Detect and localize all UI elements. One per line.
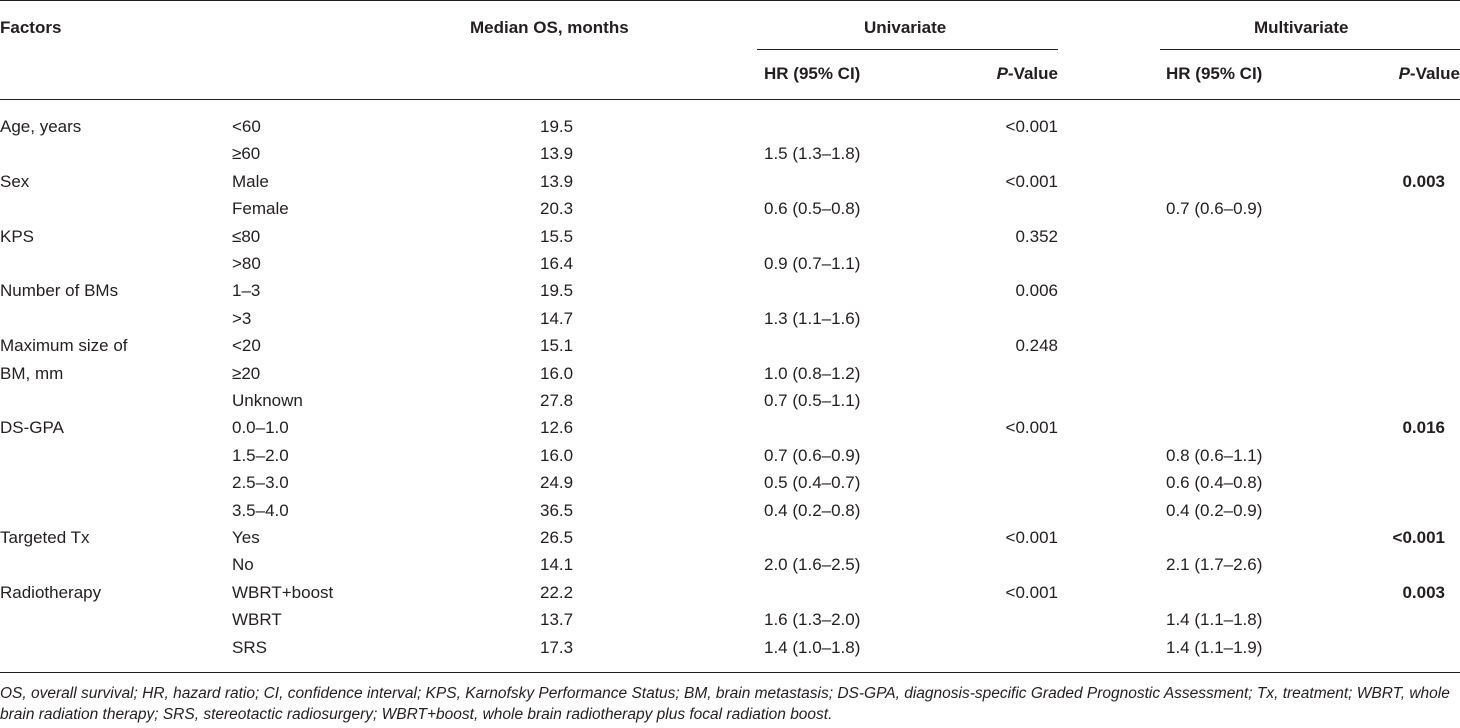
univariate-p-cell: <0.001 <box>1005 582 1058 602</box>
median-os-cell: 36.5 <box>540 500 574 520</box>
median-os-cell: 19.5 <box>540 281 574 301</box>
level-cell: Unknown <box>232 391 303 410</box>
median-os-cell: 15.5 <box>540 226 574 246</box>
level-cell: >3 <box>232 308 252 328</box>
median-os-cell: 26.5 <box>540 528 574 547</box>
median-os-cell: 14.7 <box>540 308 574 328</box>
univariate-p-cell: <0.001 <box>1005 418 1058 438</box>
multivariate-hr-cell: 1.4 (1.1–1.8) <box>1166 610 1263 630</box>
median-os-cell: 16.0 <box>540 445 574 465</box>
univariate-hr-cell: 0.4 (0.2–0.8) <box>764 500 861 520</box>
univariate-rule <box>757 49 1058 50</box>
multivariate-hr-cell: 0.6 (0.4–0.8) <box>1166 473 1263 493</box>
level-cell: ≥20 <box>232 363 261 383</box>
median-os-cell: 17.3 <box>540 637 574 657</box>
multivariate-p-cell: <0.001 <box>1392 528 1445 547</box>
header-univariate-p: P-Value <box>996 64 1058 83</box>
univariate-hr-cell: 1.3 (1.1–1.6) <box>764 308 861 328</box>
factor-cell: Maximum size of <box>0 336 128 356</box>
level-cell: 1.5–2.0 <box>232 445 289 465</box>
median-os-cell: 24.9 <box>540 473 574 493</box>
level-cell: <20 <box>232 336 261 356</box>
median-os-cell: 13.9 <box>540 171 574 191</box>
header-rule <box>0 99 1460 100</box>
univariate-p-cell: <0.001 <box>1005 171 1058 191</box>
multivariate-hr-cell: 2.1 (1.7–2.6) <box>1166 555 1263 575</box>
level-cell: 1–3 <box>232 281 261 301</box>
univariate-p-cell: <0.001 <box>1005 528 1058 547</box>
median-os-cell: 16.4 <box>540 254 574 273</box>
univariate-hr-cell: 2.0 (1.6–2.5) <box>764 555 861 575</box>
factor-cell: Targeted Tx <box>0 528 90 547</box>
multivariate-hr-cell: 1.4 (1.1–1.9) <box>1166 637 1263 657</box>
univariate-p-cell: 0.352 <box>1015 226 1058 246</box>
level-cell: Yes <box>232 528 260 547</box>
factor-cell: Sex <box>0 171 30 191</box>
univariate-hr-cell: 0.9 (0.7–1.1) <box>764 254 861 273</box>
multivariate-hr-cell: 0.8 (0.6–1.1) <box>1166 445 1263 465</box>
level-cell: 2.5–3.0 <box>232 473 289 493</box>
factor-cell: BM, mm <box>0 363 64 383</box>
median-os-cell: 27.8 <box>540 391 574 410</box>
bottom-rule <box>0 672 1460 673</box>
header-multivariate: Multivariate <box>1254 18 1349 37</box>
level-cell: Male <box>232 171 269 191</box>
median-os-cell: 13.7 <box>540 610 574 630</box>
factor-cell: Radiotherapy <box>0 582 102 602</box>
univariate-p-cell: 0.248 <box>1015 336 1058 356</box>
level-cell: No <box>232 555 254 575</box>
level-cell: <60 <box>232 117 261 136</box>
factor-cell: KPS <box>0 226 35 246</box>
multivariate-p-cell: 0.003 <box>1402 582 1445 602</box>
univariate-hr-cell: 1.4 (1.0–1.8) <box>764 637 861 657</box>
median-os-cell: 14.1 <box>540 555 574 575</box>
level-cell: 3.5–4.0 <box>232 500 289 520</box>
univariate-hr-cell: 0.5 (0.4–0.7) <box>764 473 861 493</box>
univariate-hr-cell: 0.6 (0.5–0.8) <box>764 199 861 219</box>
header-multivariate-hr: HR (95% CI) <box>1166 64 1263 83</box>
univariate-p-cell: 0.006 <box>1015 281 1058 301</box>
header-univariate: Univariate <box>864 18 947 37</box>
header-factors: Factors <box>0 18 62 37</box>
level-cell: >80 <box>232 254 261 273</box>
median-os-cell: 12.6 <box>540 418 574 438</box>
top-rule <box>0 0 1460 1</box>
header-multivariate-p: P-Value <box>1398 64 1460 83</box>
level-cell: ≤80 <box>232 226 261 246</box>
level-cell: 0.0–1.0 <box>232 418 289 438</box>
univariate-hr-cell: 1.6 (1.3–2.0) <box>764 610 861 630</box>
median-os-cell: 19.5 <box>540 117 574 136</box>
level-cell: SRS <box>232 637 267 657</box>
median-os-cell: 20.3 <box>540 199 574 219</box>
univariate-hr-cell: 1.5 (1.3–1.8) <box>764 144 861 164</box>
multivariate-p-cell: 0.016 <box>1402 418 1445 438</box>
level-cell: WBRT+boost <box>232 582 334 602</box>
factor-cell: Number of BMs <box>0 281 119 301</box>
header-univariate-hr: HR (95% CI) <box>764 64 861 83</box>
multivariate-hr-cell: 0.7 (0.6–0.9) <box>1166 199 1263 219</box>
multivariate-hr-cell: 0.4 (0.2–0.9) <box>1166 500 1263 520</box>
level-cell: WBRT <box>232 610 282 630</box>
univariate-hr-cell: 0.7 (0.6–0.9) <box>764 445 861 465</box>
univariate-hr-cell: 1.0 (0.8–1.2) <box>764 363 861 383</box>
median-os-cell: 15.1 <box>540 336 574 356</box>
factor-cell: DS-GPA <box>0 418 64 438</box>
level-cell: ≥60 <box>232 144 261 164</box>
median-os-cell: 22.2 <box>540 582 574 602</box>
multivariate-p-cell: 0.003 <box>1402 171 1445 191</box>
univariate-p-cell: <0.001 <box>1005 117 1058 136</box>
median-os-cell: 13.9 <box>540 144 574 164</box>
factor-cell: Age, years <box>0 117 82 136</box>
multivariate-rule <box>1160 49 1460 50</box>
median-os-cell: 16.0 <box>540 363 574 383</box>
table-footnote: OS, overall survival; HR, hazard ratio; … <box>0 685 1450 723</box>
header-median-os: Median OS, months <box>470 18 629 37</box>
level-cell: Female <box>232 199 289 219</box>
univariate-hr-cell: 0.7 (0.5–1.1) <box>764 391 861 410</box>
